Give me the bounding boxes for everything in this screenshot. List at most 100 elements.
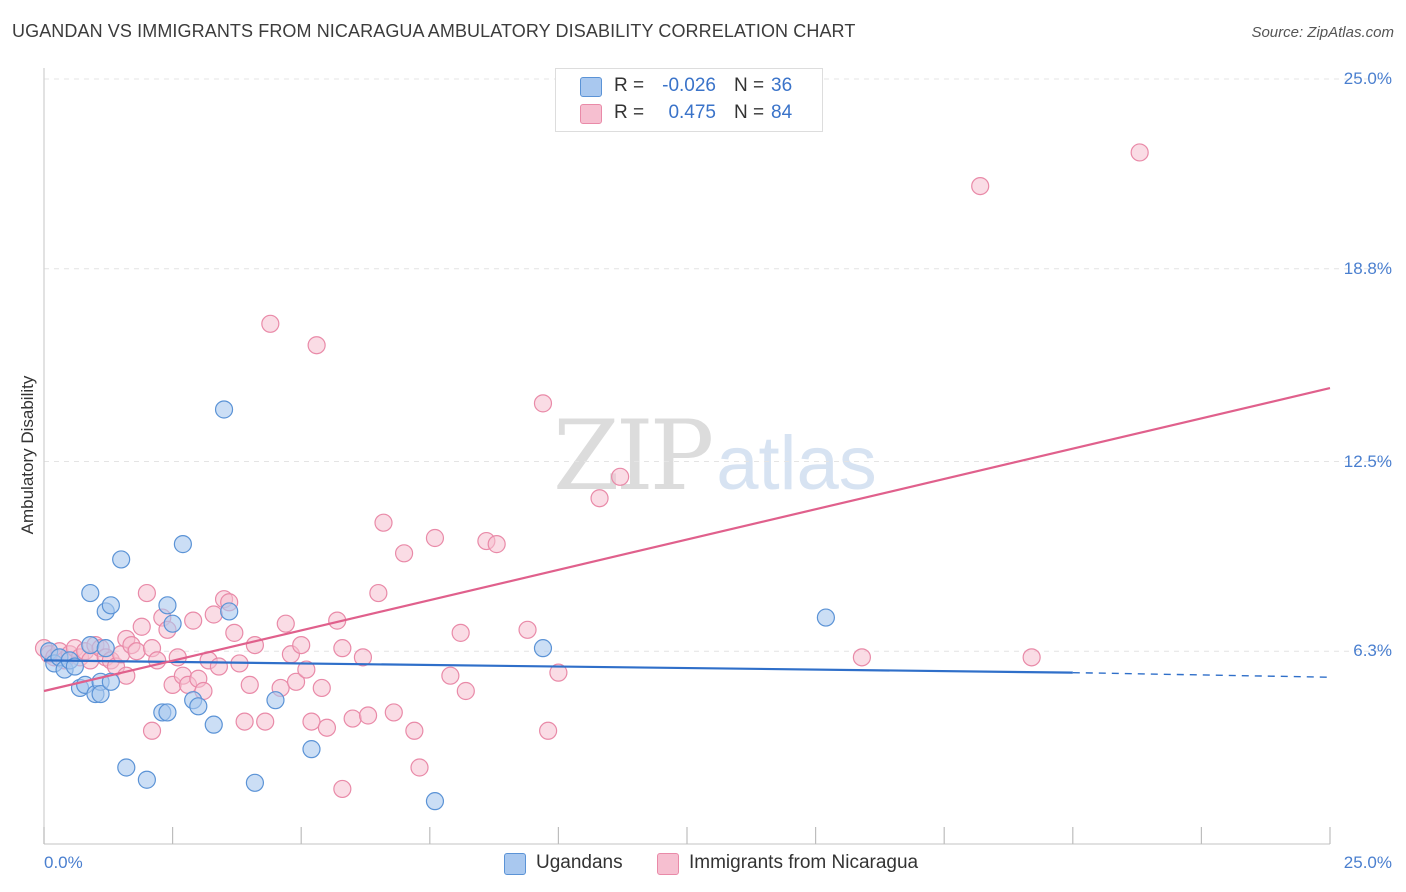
grid-lines	[44, 78, 1392, 652]
data-point-nicaragua	[261, 314, 280, 333]
data-point-ugandan	[214, 400, 234, 419]
data-point-nicaragua	[549, 663, 568, 682]
data-point-nicaragua	[518, 620, 537, 639]
data-point-nicaragua	[292, 635, 311, 655]
data-point-nicaragua	[852, 648, 871, 667]
data-point-ugandan	[245, 773, 265, 792]
data-point-ugandan	[65, 657, 84, 676]
data-point-nicaragua	[286, 672, 306, 691]
trend-line-nicaragua	[43, 386, 1331, 693]
trend-line-ugandans-extension	[1072, 671, 1331, 678]
axes	[43, 68, 1331, 845]
watermark-zip: ZIP	[553, 400, 714, 512]
legend-r-value: -0.026	[662, 75, 716, 96]
legend-label: Immigrants from Nicaragua	[689, 852, 919, 873]
data-point-ugandan	[81, 583, 100, 603]
legend-label: Ugandans	[536, 852, 623, 873]
data-point-ugandan	[158, 703, 177, 722]
chart-title: UGANDAN VS IMMIGRANTS FROM NICARAGUA AMB…	[12, 21, 856, 41]
data-point-nicaragua	[410, 758, 429, 777]
data-point-ugandan	[112, 550, 131, 569]
data-point-nicaragua	[333, 639, 352, 658]
legend-n-value: 84	[771, 102, 793, 123]
data-point-nicaragua	[441, 666, 460, 685]
legend-n-label: N =	[734, 102, 765, 123]
data-point-nicaragua	[451, 623, 470, 642]
data-point-nicaragua	[297, 660, 316, 679]
data-point-nicaragua	[312, 678, 331, 698]
legend-n-value: 36	[771, 75, 793, 96]
data-point-nicaragua	[307, 336, 326, 355]
data-point-nicaragua	[256, 712, 275, 731]
data-point-nicaragua	[132, 617, 151, 636]
data-point-ugandan	[816, 608, 835, 627]
data-point-nicaragua	[1022, 648, 1041, 667]
data-point-ugandan	[302, 740, 321, 759]
data-point-nicaragua	[137, 583, 156, 603]
data-point-ugandan	[91, 684, 110, 704]
trend-lines	[43, 386, 1331, 693]
data-point-ugandan	[96, 639, 115, 658]
data-point-nicaragua	[456, 681, 475, 701]
series-ugandans-points	[40, 400, 835, 811]
data-point-ugandan	[189, 697, 208, 716]
data-point-ugandan	[266, 691, 285, 710]
data-point-ugandan	[220, 602, 239, 621]
data-point-nicaragua	[539, 721, 558, 740]
data-point-nicaragua	[533, 394, 553, 413]
data-point-nicaragua	[333, 779, 352, 799]
data-point-nicaragua	[374, 513, 393, 532]
series-nicaragua-points	[34, 143, 1149, 799]
data-point-nicaragua	[209, 657, 228, 676]
data-point-ugandan	[137, 770, 156, 789]
watermark-atlas: atlas	[716, 421, 877, 506]
legend-n-label: N =	[734, 75, 765, 96]
x-tick-label-min: 0.0%	[44, 853, 83, 872]
data-point-nicaragua	[971, 177, 990, 196]
legend-swatch-pink	[580, 104, 602, 124]
data-point-nicaragua	[358, 706, 378, 725]
data-point-nicaragua	[240, 675, 259, 694]
y-tick-label: 25.0%	[1343, 69, 1392, 88]
data-point-ugandan	[117, 758, 136, 777]
data-point-nicaragua	[302, 712, 321, 731]
data-point-ugandan	[81, 635, 100, 655]
y-tick-label: 12.5%	[1343, 451, 1392, 471]
data-point-nicaragua	[225, 623, 244, 642]
data-point-nicaragua	[235, 712, 254, 731]
data-point-nicaragua	[204, 605, 223, 624]
watermark: ZIPatlas	[553, 400, 877, 512]
data-point-nicaragua	[384, 703, 403, 722]
data-point-ugandan	[173, 535, 192, 554]
data-point-ugandan	[101, 596, 120, 615]
data-point-nicaragua	[127, 642, 146, 661]
y-tick-label: 18.8%	[1343, 258, 1392, 278]
data-point-nicaragua	[590, 489, 609, 508]
data-point-ugandan	[163, 614, 182, 633]
trend-line-ugandans	[43, 659, 1073, 674]
legend-r-label: R =	[614, 75, 645, 96]
data-point-nicaragua	[142, 721, 162, 740]
series-legend: Ugandans Immigrants from Nicaragua	[0, 852, 1406, 878]
data-point-nicaragua	[425, 528, 445, 548]
data-point-nicaragua	[353, 648, 373, 667]
data-point-nicaragua	[369, 583, 388, 603]
data-point-nicaragua	[611, 467, 630, 486]
y-tick-label: 6.3%	[1353, 641, 1392, 661]
data-point-nicaragua	[276, 614, 295, 633]
data-point-ugandan	[204, 715, 223, 734]
legend-swatch-blue	[504, 853, 526, 875]
data-point-nicaragua	[487, 535, 506, 554]
data-point-ugandan	[101, 672, 120, 691]
data-point-nicaragua	[343, 709, 362, 728]
data-point-ugandan	[425, 792, 445, 811]
legend-r-value: 0.475	[668, 102, 716, 123]
legend-r-label: R =	[614, 102, 645, 123]
data-point-nicaragua	[1130, 143, 1149, 162]
data-point-nicaragua	[184, 611, 203, 630]
chart-source: Source: ZipAtlas.com	[1251, 24, 1394, 41]
legend-swatch-blue	[580, 77, 602, 97]
data-point-nicaragua	[394, 544, 414, 563]
data-point-ugandan	[533, 639, 553, 658]
